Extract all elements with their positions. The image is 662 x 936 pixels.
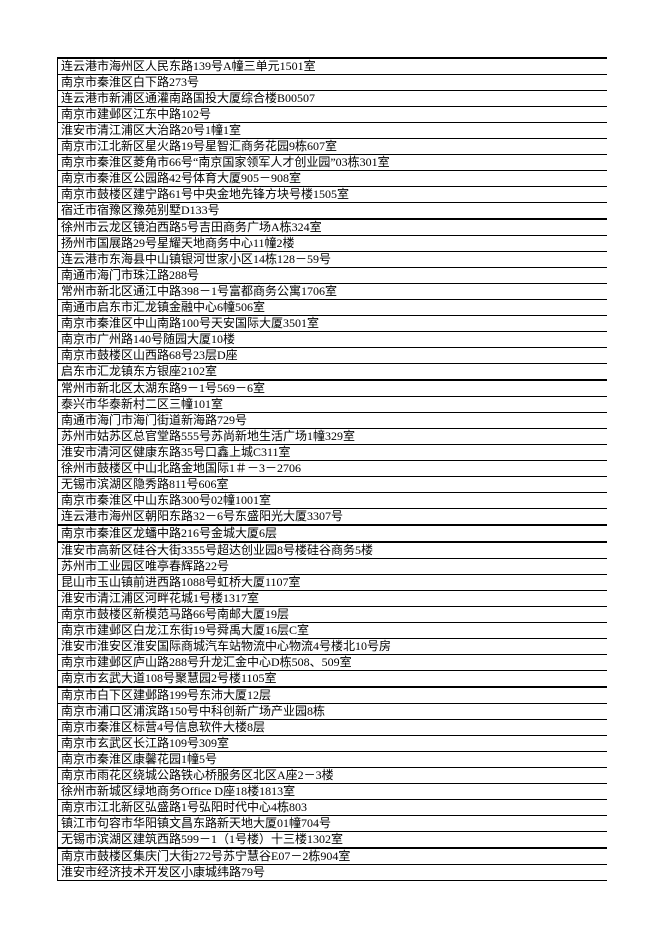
- table-row[interactable]: 南京市江北新区星火路19号星智汇商务花园9栋607室: [58, 139, 607, 155]
- table-row[interactable]: 南通市海门市珠江路288号: [58, 268, 607, 284]
- table-row[interactable]: 南京市江北新区弘盛路1号弘阳时代中心4栋803: [58, 800, 607, 816]
- table-row[interactable]: 淮安市清江浦区大治路20号1幢1室: [58, 123, 607, 139]
- table-row[interactable]: 泰兴市华泰新村二区三幢101室: [58, 397, 607, 413]
- table-row[interactable]: 南京市白下区建邺路199号东沛大厦12层: [58, 688, 607, 704]
- table-row[interactable]: 无锡市滨湖区隐秀路811号606室: [58, 477, 607, 493]
- address-table: 连云港市海州区人民东路139号A幢三单元1501室 南京市秦淮区白下路273号 连云…: [57, 57, 607, 881]
- table-row[interactable]: 苏州市姑苏区总官堂路555号苏尚新地生活广场1幢329室: [58, 429, 607, 445]
- table-row[interactable]: 南通市启东市汇龙镇金融中心6幢506室: [58, 300, 607, 316]
- table-row[interactable]: 南京市秦淮区白下路273号: [58, 75, 607, 91]
- table-row[interactable]: 南京市鼓楼区新模范马路66号南邮大厦19层: [58, 607, 607, 623]
- table-row[interactable]: 连云港市海州区人民东路139号A幢三单元1501室: [58, 59, 607, 75]
- table-row[interactable]: 南京市秦淮区中山南路100号天安国际大厦3501室: [58, 316, 607, 332]
- table-row[interactable]: 南京市鼓楼区山西路68号23层D座: [58, 348, 607, 364]
- table-row[interactable]: 连云港市新浦区通灌南路国投大厦综合楼B00507: [58, 91, 607, 107]
- table-row[interactable]: 淮安市清江浦区河畔花城1号楼1317室: [58, 591, 607, 607]
- table-row[interactable]: 南京市秦淮区龙蟠中路216号金城大厦6层: [58, 526, 607, 543]
- table-row[interactable]: 淮安市经济技术开发区小康城纬路79号: [58, 865, 607, 881]
- table-row[interactable]: 徐州市新城区绿地商务Office D座18楼1813室: [58, 784, 607, 800]
- table-row[interactable]: 南京市鼓楼区集庆门大街272号苏宁慧谷E07－2栋904室: [58, 849, 607, 865]
- table-row[interactable]: 南京市建邺区庐山路288号升龙汇金中心D栋508、509室: [58, 655, 607, 671]
- table-row[interactable]: 无锡市滨湖区建筑西路599－1（1号楼）十三楼1302室: [58, 832, 607, 849]
- table-row[interactable]: 淮安市清河区健康东路35号口鑫上城C311室: [58, 445, 607, 461]
- table-row[interactable]: 南京市鼓楼区建宁路61号中央金地先锋方块号楼1505室: [58, 187, 607, 203]
- table-row[interactable]: 苏州市工业园区唯亭春辉路22号: [58, 559, 607, 575]
- table-row[interactable]: 南京市玄武区长江路109号309室: [58, 736, 607, 752]
- table-row[interactable]: 常州市新北区通江中路398－1号富都商务公寓1706室: [58, 284, 607, 300]
- table-row[interactable]: 南京市建邺区白龙江东街19号舜禹大厦16层C室: [58, 623, 607, 639]
- table-row[interactable]: 南京市浦口区浦滨路150号中科创新广场产业园8栋: [58, 704, 607, 720]
- table-row[interactable]: 南京市玄武大道108号聚慧园2号楼1105室: [58, 671, 607, 688]
- table-row[interactable]: 连云港市海州区朝阳东路32－6号东盛阳光大厦3307号: [58, 509, 607, 526]
- table-row[interactable]: 南京市建邺区江东中路102号: [58, 107, 607, 123]
- table-row[interactable]: 连云港市东海县中山镇银河世家小区14栋128－59号: [58, 252, 607, 268]
- table-row[interactable]: 启东市汇龙镇东方银座2102室: [58, 364, 607, 381]
- table-row[interactable]: 南京市雨花区绕城公路铁心桥服务区北区A座2－3楼: [58, 768, 607, 784]
- table-row[interactable]: 南京市秦淮区康馨花园1幢5号: [58, 752, 607, 768]
- table-row[interactable]: 淮安市高新区硅谷大街3355号超达创业园8号楼硅谷商务5楼: [58, 543, 607, 559]
- table-row[interactable]: 南京市秦淮区菱角市66号“南京国家领军人才创业园”03栋301室: [58, 155, 607, 171]
- table-row[interactable]: 常州市新北区太湖东路9－1号569－6室: [58, 381, 607, 397]
- table-row[interactable]: 徐州市云龙区镜泊西路5号吉田商务广场A栋324室: [58, 220, 607, 236]
- table-row[interactable]: 淮安市淮安区淮安国际商城汽车站物流中心物流4号楼北10号房: [58, 639, 607, 655]
- table-row[interactable]: 南京市广州路140号随园大厦10楼: [58, 332, 607, 348]
- table-row[interactable]: 南通市海门市海门街道新海路729号: [58, 413, 607, 429]
- table-row[interactable]: 南京市秦淮区标营4号信息软件大楼8层: [58, 720, 607, 736]
- table-row[interactable]: 南京市秦淮区公园路42号体育大厦905－908室: [58, 171, 607, 187]
- table-row[interactable]: 扬州市国展路29号星耀天地商务中心11幢2楼: [58, 236, 607, 252]
- table-row[interactable]: 宿迁市宿豫区豫苑别墅D133号: [58, 203, 607, 220]
- table-row[interactable]: 南京市秦淮区中山东路300号02幢1001室: [58, 493, 607, 509]
- table-row[interactable]: 昆山市玉山镇前进西路1088号虹桥大厦1107室: [58, 575, 607, 591]
- table-row[interactable]: 徐州市鼓楼区中山北路金地国际1＃－3－2706: [58, 461, 607, 477]
- table-row[interactable]: 镇江市句容市华阳镇文昌东路新天地大厦01幢704号: [58, 816, 607, 832]
